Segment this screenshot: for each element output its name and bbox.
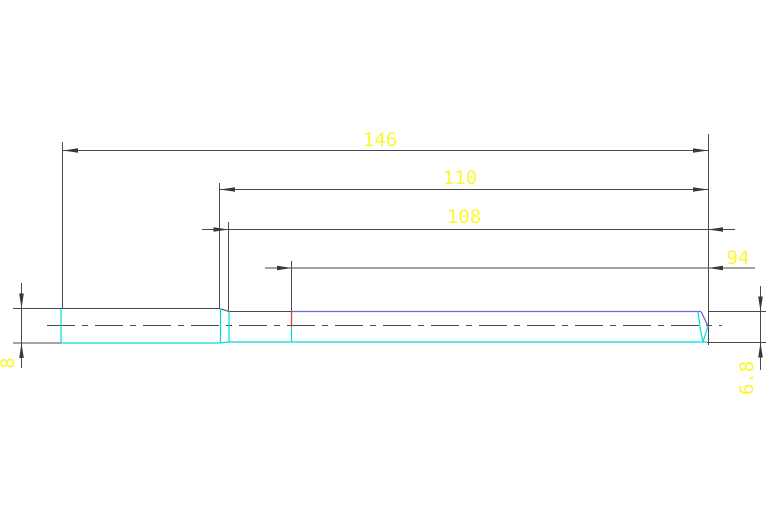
arrowhead-right bbox=[708, 265, 723, 271]
dimension-value: 110 bbox=[443, 167, 477, 189]
arrowhead-right bbox=[708, 227, 723, 232]
arrowhead-top bbox=[19, 293, 24, 309]
arrowhead-right bbox=[693, 148, 708, 153]
arrowhead-right bbox=[693, 187, 708, 192]
right-end-face bbox=[697, 311, 704, 343]
dimension-108[interactable]: 108 bbox=[202, 206, 735, 311]
dimension-value: 6.8 bbox=[736, 361, 758, 395]
shaft-outline[interactable] bbox=[13, 307, 722, 344]
arrowhead-left bbox=[220, 187, 235, 192]
dimension-110[interactable]: 110 bbox=[219, 167, 709, 309]
dimension-value: 108 bbox=[447, 206, 481, 228]
right-chamfer-bottom bbox=[702, 325, 709, 343]
arrowhead-top bbox=[758, 296, 763, 312]
dimension-value: 8 bbox=[0, 357, 19, 368]
dimension-6-8[interactable]: 6.8 bbox=[707, 286, 766, 395]
arrowhead-bottom bbox=[19, 343, 24, 358]
arrowhead-bottom bbox=[758, 342, 763, 358]
right-chamfer-top bbox=[700, 311, 709, 327]
arrowhead-left bbox=[213, 227, 229, 232]
dimension-value: 146 bbox=[363, 129, 397, 151]
dimension-value: 94 bbox=[727, 247, 750, 269]
dimension-94[interactable]: 94 bbox=[265, 247, 755, 312]
dimension-146[interactable]: 146 bbox=[62, 129, 709, 308]
arrowhead-left bbox=[63, 148, 78, 153]
arrowhead-left bbox=[277, 265, 292, 271]
